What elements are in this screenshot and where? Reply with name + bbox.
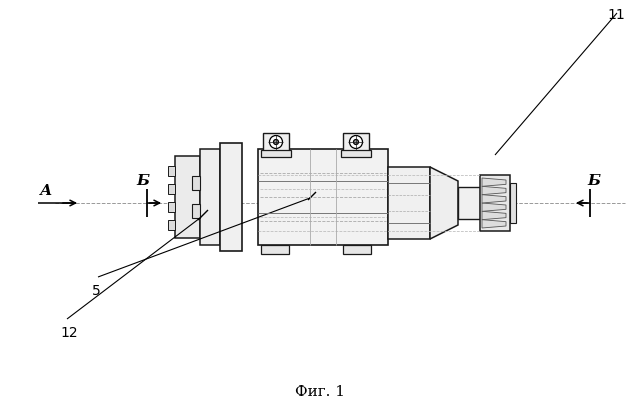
Bar [168,221,175,230]
Bar [168,166,175,177]
Circle shape [269,136,282,149]
Polygon shape [482,204,506,212]
Polygon shape [482,178,506,187]
Text: Б: Б [588,173,600,188]
Bar [480,176,510,231]
Polygon shape [482,212,506,220]
Text: А: А [40,183,52,197]
Bar [168,185,175,195]
Text: 5: 5 [92,283,100,297]
Polygon shape [482,220,506,228]
Circle shape [353,140,358,145]
Bar [192,177,200,190]
Bar [261,245,289,254]
Bar [261,151,291,158]
Text: 11: 11 [607,8,625,22]
Polygon shape [482,187,506,195]
Text: Б: Б [136,173,150,188]
Bar [168,202,175,212]
Bar [192,204,200,218]
Bar [458,188,480,219]
Polygon shape [430,168,458,240]
Bar [510,183,516,223]
Bar [388,168,430,240]
Text: Фиг. 1: Фиг. 1 [295,384,345,398]
Bar [220,144,242,252]
Bar [343,134,369,152]
Polygon shape [482,195,506,204]
Bar [175,157,200,238]
Bar [200,150,220,245]
Bar [341,151,371,158]
Circle shape [273,140,278,145]
Bar [343,245,371,254]
Bar [258,150,388,245]
Bar [263,134,289,152]
Text: 12: 12 [60,325,77,339]
Circle shape [349,136,362,149]
